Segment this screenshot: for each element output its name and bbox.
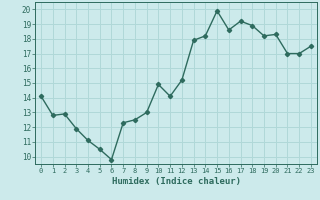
X-axis label: Humidex (Indice chaleur): Humidex (Indice chaleur) xyxy=(111,177,241,186)
